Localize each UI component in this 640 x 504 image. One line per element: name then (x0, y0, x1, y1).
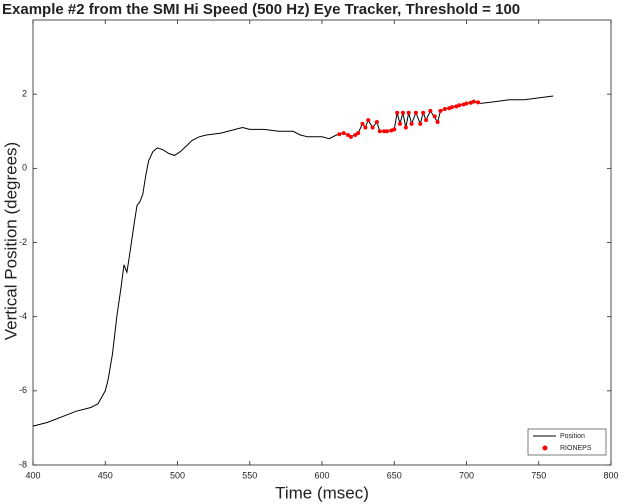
rioneps-point (421, 110, 426, 115)
chart-title: Example #2 from the SMI Hi Speed (500 Hz… (2, 1, 520, 18)
y-tick-label: -4 (19, 311, 27, 321)
x-axis-label: Time (msec) (275, 483, 369, 502)
rioneps-point (398, 121, 403, 126)
rioneps-point (432, 114, 437, 119)
rioneps-point (337, 132, 342, 137)
x-tick-label: 800 (603, 470, 618, 480)
y-tick-label: -2 (19, 237, 27, 247)
y-axis-label: Vertical Position (degrees) (1, 142, 20, 340)
y-tick-label: 2 (22, 89, 27, 99)
legend-label: Position (560, 433, 585, 440)
rioneps-point (341, 131, 346, 136)
rioneps-point (385, 129, 390, 134)
rioneps-point (450, 105, 455, 110)
rioneps-point (471, 99, 476, 104)
rioneps-point (370, 125, 375, 130)
rioneps-point (409, 121, 414, 126)
x-tick-label: 650 (387, 470, 402, 480)
rioneps-point (424, 118, 429, 123)
y-tick-label: -6 (19, 385, 27, 395)
x-tick-label: 750 (531, 470, 546, 480)
y-tick-label: -8 (19, 459, 27, 469)
rioneps-point (403, 125, 408, 130)
rioneps-point (413, 110, 418, 115)
rioneps-point (418, 121, 423, 126)
rioneps-point (346, 132, 351, 137)
rioneps-point (442, 107, 447, 111)
x-tick-label: 600 (314, 470, 329, 480)
rioneps-point (392, 127, 397, 132)
rioneps-point (428, 108, 433, 113)
rioneps-point (464, 101, 469, 106)
rioneps-point (374, 119, 379, 124)
x-tick-label: 700 (459, 470, 474, 480)
rioneps-point (348, 134, 353, 139)
rioneps-point (435, 119, 440, 124)
x-tick-label: 550 (242, 470, 257, 480)
legend-label: RIONEPS (560, 445, 592, 452)
x-tick-label: 450 (98, 470, 113, 480)
y-tick-label: 0 (22, 163, 27, 173)
rioneps-point (400, 110, 405, 115)
rioneps-point (438, 108, 443, 113)
rioneps-point (363, 125, 368, 130)
x-tick-label: 400 (25, 470, 40, 480)
plot-area (32, 19, 612, 466)
rioneps-point (457, 103, 462, 108)
rioneps-point (353, 132, 358, 137)
legend-box (527, 428, 607, 456)
x-tick-label: 500 (170, 470, 185, 480)
rioneps-point (360, 121, 365, 126)
rioneps-point (406, 110, 411, 115)
rioneps-point (356, 131, 361, 136)
rioneps-point (476, 100, 481, 105)
position-line (32, 95, 554, 427)
rioneps-point (382, 129, 387, 134)
rioneps-point (377, 129, 382, 134)
rioneps-point (395, 110, 400, 115)
rioneps-point (366, 118, 371, 123)
legend-swatch (542, 445, 548, 451)
